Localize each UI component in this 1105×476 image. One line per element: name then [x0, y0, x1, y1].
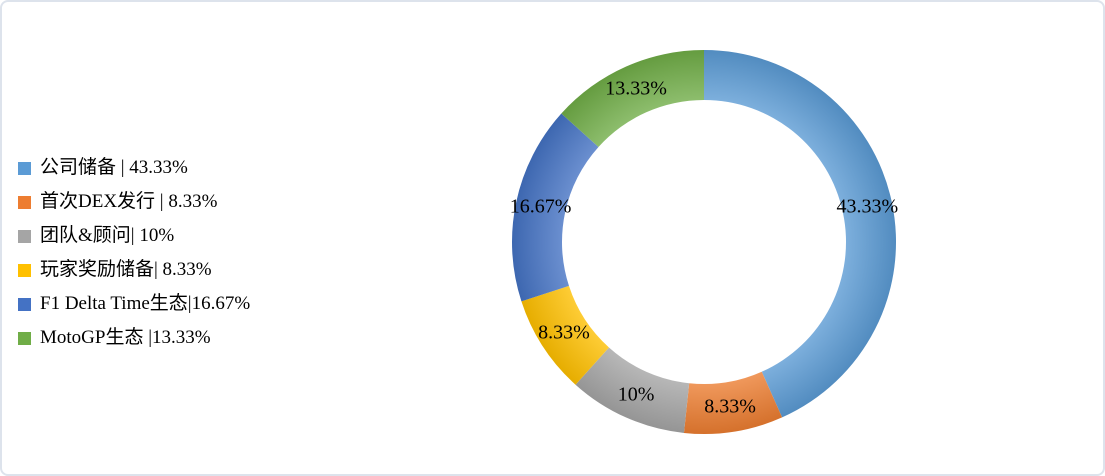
legend-item: F1 Delta Time生态|16.67%: [18, 287, 250, 321]
legend-label: MotoGP生态 |13.33%: [40, 327, 211, 348]
donut-slice: [704, 49, 897, 418]
donut-slice: [561, 50, 704, 147]
donut-slice: [683, 371, 783, 435]
legend-label: 首次DEX发行 | 8.33%: [40, 191, 218, 212]
donut-slice: [521, 285, 609, 385]
legend-swatch-icon: [18, 331, 31, 345]
chart-legend: 公司储备 | 43.33% 首次DEX发行 | 8.33% 团队&顾问| 10% 玩家…: [18, 151, 250, 355]
legend-item: 玩家奖励储备| 8.33%: [18, 253, 250, 287]
legend-swatch-icon: [18, 263, 31, 277]
legend-label: 公司储备 | 43.33%: [40, 157, 188, 178]
legend-label: 玩家奖励储备| 8.33%: [40, 259, 212, 280]
legend-label: F1 Delta Time生态|16.67%: [40, 293, 251, 314]
donut-slice: [511, 113, 599, 302]
legend-swatch-icon: [18, 161, 31, 175]
legend-label: 团队&顾问| 10%: [40, 225, 175, 246]
donut-slice: [575, 347, 690, 433]
legend-swatch-icon: [18, 297, 31, 311]
legend-item: 公司储备 | 43.33%: [18, 151, 250, 185]
legend-swatch-icon: [18, 229, 31, 243]
legend-item: MotoGP生态 |13.33%: [18, 321, 250, 355]
legend-item: 首次DEX发行 | 8.33%: [18, 185, 250, 219]
legend-item: 团队&顾问| 10%: [18, 219, 250, 253]
legend-swatch-icon: [18, 195, 31, 209]
